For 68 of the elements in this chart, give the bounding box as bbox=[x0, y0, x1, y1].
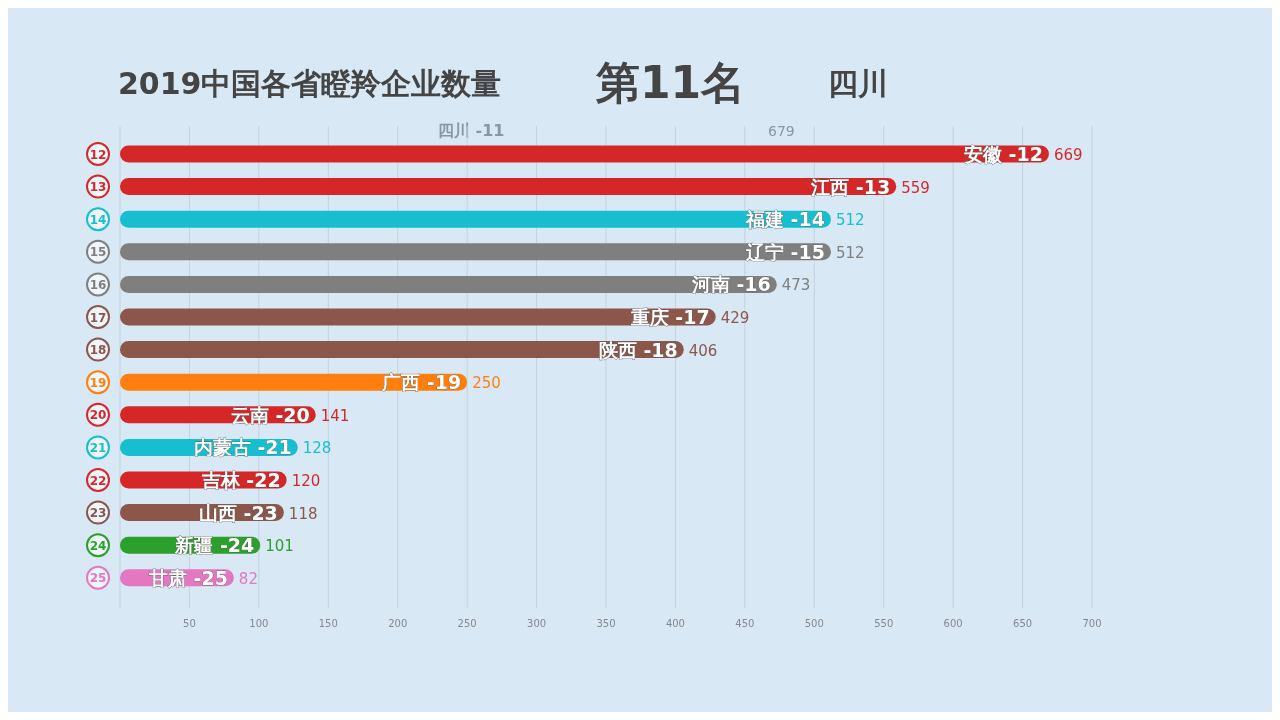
data-label: 429 bbox=[720, 309, 750, 327]
annotation: 陕西 -18 bbox=[598, 338, 678, 361]
annotation: 679 bbox=[768, 123, 795, 139]
data-label: 559 bbox=[901, 178, 930, 197]
x-tick-label: 450 bbox=[735, 618, 755, 629]
data-label: 669 bbox=[1053, 146, 1083, 164]
x-tick-label: 500 bbox=[804, 618, 824, 629]
x-tick-label: 150 bbox=[318, 618, 338, 629]
annotation: 甘肃 -25 bbox=[147, 566, 228, 589]
annotation: 安徽 -12 bbox=[964, 143, 1043, 165]
annotation: 福建 -14 bbox=[745, 208, 825, 231]
data-label: 406 bbox=[688, 341, 718, 360]
y-tick-label: 23 bbox=[89, 506, 107, 521]
annotation: 河南 -16 bbox=[690, 273, 771, 296]
y-tick-label: 14 bbox=[89, 212, 107, 227]
bar bbox=[120, 341, 684, 359]
data-label: 120 bbox=[291, 472, 321, 490]
bar bbox=[120, 145, 1049, 163]
data-label: 101 bbox=[265, 537, 294, 556]
data-label: 512 bbox=[835, 243, 865, 262]
data-label: 512 bbox=[835, 211, 865, 230]
annotation: 云南 -20 bbox=[230, 403, 310, 426]
y-tick-label: 17 bbox=[89, 310, 107, 325]
x-tick-label: 300 bbox=[527, 618, 547, 629]
data-label: 141 bbox=[320, 406, 350, 425]
chart-subtitle: 第11名 bbox=[595, 57, 746, 108]
x-tick-label: 550 bbox=[874, 618, 894, 629]
annotation: 山西 -23 bbox=[198, 501, 278, 524]
y-tick-label: 16 bbox=[89, 277, 107, 292]
annotation: 四川 -11 bbox=[438, 121, 505, 140]
annotation: 内蒙古 -21 bbox=[193, 436, 292, 459]
y-tick-label: 24 bbox=[89, 538, 107, 553]
x-tick-label: 700 bbox=[1082, 618, 1102, 629]
x-tick-label: 100 bbox=[249, 618, 269, 629]
y-tick-label: 13 bbox=[89, 180, 107, 195]
bar bbox=[120, 243, 831, 261]
y-tick-label: 22 bbox=[89, 473, 107, 488]
bar bbox=[120, 275, 777, 293]
y-tick-label: 12 bbox=[89, 147, 107, 162]
chart-title: 2019中国各省瞪羚企业数量 bbox=[118, 66, 502, 101]
annotation: 吉林 -22 bbox=[200, 469, 281, 491]
y-tick-label: 21 bbox=[89, 440, 107, 455]
annotation: 重庆 -17 bbox=[629, 306, 710, 328]
data-label: 473 bbox=[781, 276, 811, 295]
x-tick-label: 200 bbox=[388, 618, 408, 629]
x-tick-label: 250 bbox=[457, 618, 477, 629]
annotation: 广西 -19 bbox=[381, 371, 462, 394]
x-tick-label: 400 bbox=[665, 618, 685, 629]
text: 四川 bbox=[828, 66, 888, 101]
x-tick-label: 600 bbox=[943, 618, 963, 629]
y-tick-label: 15 bbox=[89, 245, 107, 260]
bar bbox=[120, 178, 897, 196]
x-tick-label: 350 bbox=[596, 618, 616, 629]
data-label: 250 bbox=[472, 374, 501, 393]
annotation: 辽宁 -15 bbox=[745, 240, 825, 263]
x-tick-label: 50 bbox=[183, 618, 196, 629]
x-tick-label: 650 bbox=[1013, 618, 1033, 629]
y-tick-label: 20 bbox=[89, 408, 107, 423]
y-tick-label: 25 bbox=[89, 571, 107, 586]
data-label: 82 bbox=[238, 569, 258, 588]
bar bbox=[120, 308, 716, 326]
y-tick-label: 19 bbox=[89, 375, 107, 390]
annotation: 新疆 -24 bbox=[174, 534, 255, 557]
data-label: 128 bbox=[302, 439, 332, 458]
y-tick-label: 18 bbox=[89, 343, 107, 358]
bar bbox=[120, 210, 831, 228]
annotation: 江西 -13 bbox=[810, 175, 891, 198]
data-label: 118 bbox=[288, 504, 318, 523]
